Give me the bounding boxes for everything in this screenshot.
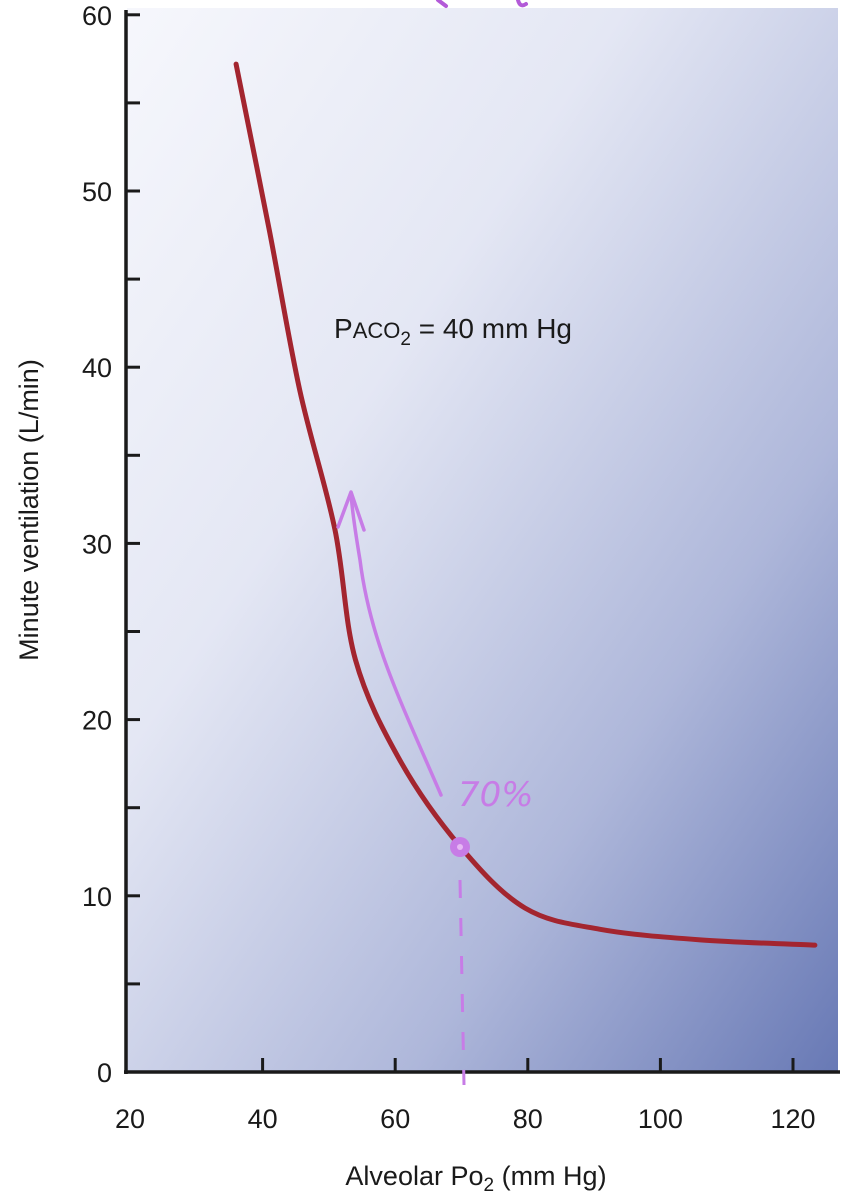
y-tick-labels: 0 10 20 30 40 50 60 [82, 1, 112, 1088]
x-axis-title: Alveolar Po2 (mm Hg) [345, 1161, 606, 1196]
y-axis-title: Minute ventilation (L/min) [14, 359, 44, 661]
x-tick-label: 20 [115, 1104, 145, 1134]
paco2-annotation: PACO2 = 40 mm Hg [334, 313, 572, 350]
y-tick-label: 40 [82, 353, 112, 383]
plot-area [127, 8, 838, 1072]
handwritten-label-70-percent: 70% [458, 775, 534, 815]
y-tick-label: 0 [97, 1058, 112, 1088]
x-tick-label: 100 [638, 1104, 683, 1134]
marker-dot-center [457, 844, 463, 850]
handwritten-top-marks [436, 0, 528, 8]
y-tick-label: 50 [82, 177, 112, 207]
y-tick-label: 60 [82, 1, 112, 31]
y-tick-label: 30 [82, 529, 112, 559]
y-tick-label: 20 [82, 706, 112, 736]
x-tick-label: 60 [380, 1104, 410, 1134]
x-tick-labels: 20 40 60 80 100 120 [115, 1104, 816, 1134]
y-tick-label: 10 [82, 882, 112, 912]
y-ticks [126, 13, 140, 986]
x-ticks [261, 1058, 795, 1072]
x-tick-label: 120 [770, 1104, 815, 1134]
x-tick-label: 40 [248, 1104, 278, 1134]
handwritten-arrow [336, 490, 443, 797]
x-tick-label: 80 [513, 1104, 543, 1134]
ventilation-curve [233, 61, 818, 948]
